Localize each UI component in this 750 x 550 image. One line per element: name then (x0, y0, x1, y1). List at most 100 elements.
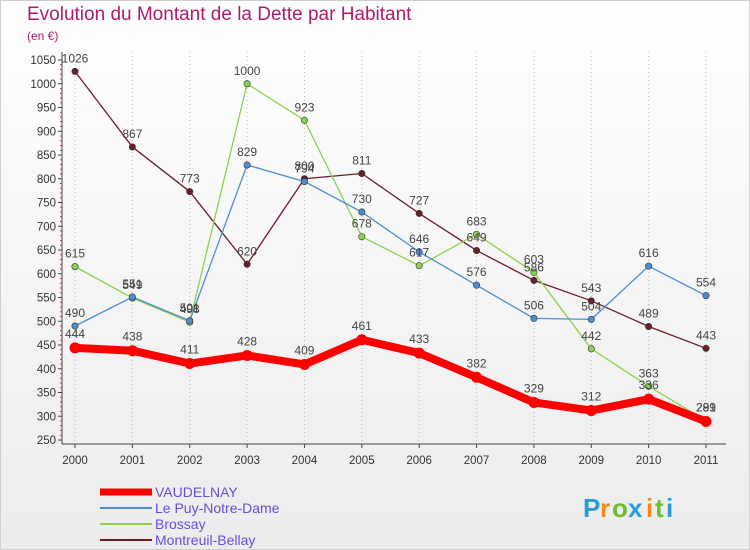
data-point (585, 405, 597, 417)
data-label: 603 (524, 252, 544, 266)
x-tick-label: 2006 (406, 455, 432, 467)
data-point (243, 80, 251, 88)
y-tick-label: 550 (37, 293, 56, 305)
data-label: 442 (581, 329, 601, 343)
data-label: 312 (581, 390, 601, 404)
data-point (415, 262, 423, 270)
data-label: 649 (467, 230, 487, 244)
y-tick-label: 800 (37, 174, 56, 186)
data-point (300, 116, 308, 124)
data-point (415, 248, 423, 256)
data-point (243, 161, 251, 169)
data-point (298, 358, 310, 370)
data-point (186, 188, 194, 196)
data-point (587, 297, 595, 305)
data-label: 616 (639, 246, 659, 260)
data-label: 289 (696, 400, 716, 414)
x-tick-label: 2005 (349, 455, 375, 467)
y-tick-label: 700 (37, 221, 56, 233)
data-label: 438 (122, 330, 142, 344)
x-tick-label: 2007 (464, 455, 490, 467)
data-point (71, 263, 79, 271)
data-point (128, 293, 136, 301)
data-point (645, 322, 653, 330)
data-label: 501 (180, 301, 200, 315)
data-label: 678 (352, 217, 372, 231)
brand-letter: i (646, 493, 653, 523)
data-point (413, 347, 425, 359)
series-layer (69, 67, 712, 427)
data-label: 382 (467, 356, 487, 370)
series-line (71, 335, 710, 426)
data-label: 409 (294, 343, 314, 357)
x-tick-label: 2001 (120, 455, 146, 467)
x-tick-label: 2003 (234, 455, 260, 467)
series-line (74, 70, 707, 349)
data-point (69, 342, 81, 354)
data-label: 867 (122, 127, 142, 141)
data-label: 329 (524, 381, 544, 395)
data-label: 489 (639, 306, 659, 320)
data-label: 551 (122, 277, 142, 291)
y-tick-label: 850 (37, 150, 56, 162)
legend-label: Brossay (155, 516, 206, 532)
data-label: 554 (696, 276, 716, 290)
y-tick-label: 350 (37, 388, 56, 400)
data-label: 576 (467, 265, 487, 279)
data-point (71, 67, 79, 75)
data-point (528, 396, 540, 408)
data-label: 683 (467, 214, 487, 228)
data-label: 730 (352, 192, 372, 206)
data-label: 646 (409, 232, 429, 246)
data-label: 1026 (62, 51, 89, 65)
data-label: 506 (524, 298, 544, 312)
data-point (471, 371, 483, 383)
x-tick-label: 2010 (636, 455, 662, 467)
data-point (300, 178, 308, 186)
data-point (700, 415, 712, 427)
data-label: 773 (180, 172, 200, 186)
data-point (473, 246, 481, 254)
y-tick-label: 950 (37, 103, 56, 115)
data-point (358, 170, 366, 178)
data-label: 586 (524, 260, 544, 274)
data-point (415, 209, 423, 217)
data-label: 829 (237, 145, 257, 159)
data-point (643, 393, 655, 405)
data-point (243, 260, 251, 268)
x-tick-label: 2004 (292, 455, 318, 467)
data-point (473, 230, 481, 238)
data-label: 428 (237, 334, 257, 348)
x-tick-label: 2002 (177, 455, 203, 467)
chart-subtitle: (en €) (27, 29, 59, 43)
y-tick-label: 450 (37, 340, 56, 352)
data-point (530, 268, 538, 276)
data-point (587, 315, 595, 323)
data-label: 923 (294, 100, 314, 114)
data-label: 549 (122, 278, 142, 292)
legend-label: Le Puy-Notre-Dame (155, 500, 280, 516)
data-label: 411 (180, 343, 199, 357)
data-label: 727 (409, 193, 429, 207)
grid-lines (74, 52, 707, 442)
data-point (71, 322, 79, 330)
data-point (530, 314, 538, 322)
data-point (358, 233, 366, 241)
data-point (358, 208, 366, 216)
y-tick-label: 750 (37, 198, 56, 210)
y-tick-label: 600 (37, 269, 56, 281)
brand-letter: r (600, 493, 610, 523)
chart-title: Evolution du Montant de la Dette par Hab… (27, 4, 412, 25)
data-label: 498 (180, 302, 200, 316)
data-label: 433 (409, 332, 429, 346)
data-point (184, 358, 196, 370)
y-tick-label: 900 (37, 126, 56, 138)
data-label: 1000 (234, 64, 261, 78)
data-point (645, 262, 653, 270)
data-point (645, 382, 653, 390)
y-tick-label: 300 (37, 411, 56, 423)
data-label: 794 (294, 162, 314, 176)
